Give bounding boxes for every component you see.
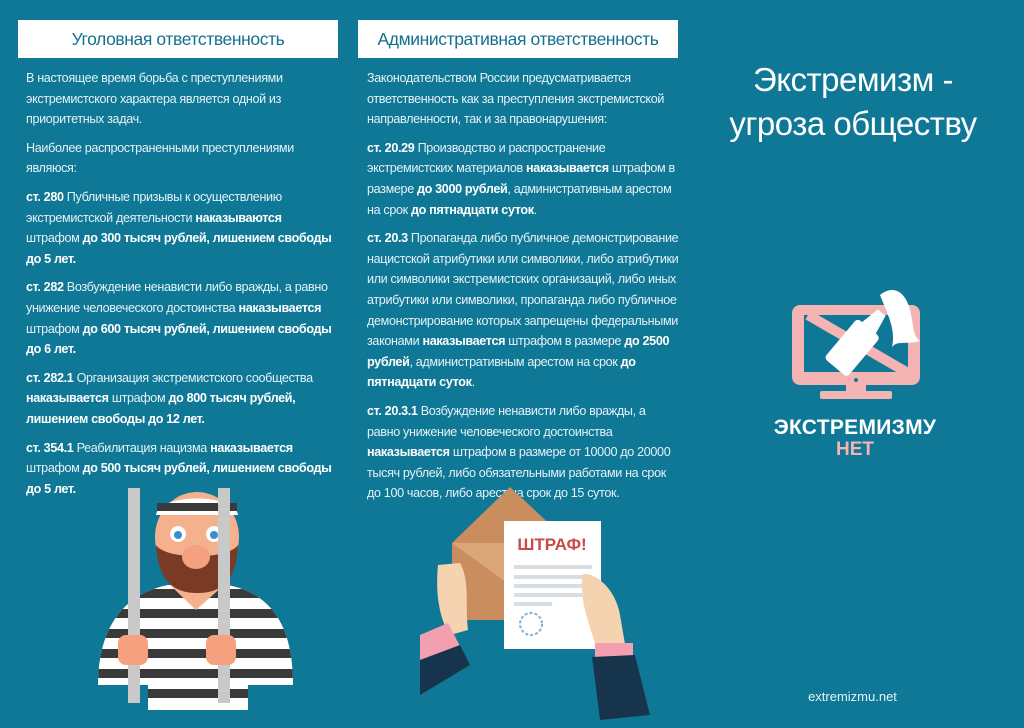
text: штрафом: [26, 321, 83, 336]
bold-text: до 300 тысяч рублей, лишением свободы до…: [26, 231, 332, 266]
paragraph: В настоящее время борьба с преступлениям…: [26, 68, 338, 130]
prisoner-illustration: [98, 488, 293, 710]
text: штрафом: [26, 461, 83, 476]
bold-text: ст. 20.3: [367, 231, 408, 246]
cover-title-line2: угроза обществу: [729, 105, 977, 142]
website-link[interactable]: extremizmu.net: [808, 689, 897, 704]
bold-text: ст. 20.3.1: [367, 403, 418, 418]
text: Законодательством России предусматривает…: [367, 71, 665, 127]
criminal-liability-header: Уголовная ответственность: [18, 20, 338, 58]
bold-text: до пятнадцати суток: [367, 354, 636, 390]
text: Пропаганда либо публичное демонстрирован…: [367, 231, 679, 349]
text: , административным арестом на срок: [367, 181, 672, 217]
bold-text: до 600 тысяч рублей, лишением свободы до…: [26, 321, 332, 357]
criminal-liability-text: В настоящее время борьба с преступлениям…: [26, 68, 338, 507]
administrative-liability-title: Административная ответственность: [377, 28, 659, 49]
text: Возбуждение ненависти либо вражды, а рав…: [367, 403, 646, 439]
cover-title: Экстремизм - угроза обществу: [700, 58, 1006, 146]
paragraph: ст. 20.3.1 Возбуждение ненависти либо вр…: [367, 401, 679, 504]
text: Публичные призывы к осуществлению экстре…: [26, 189, 282, 225]
paragraph: ст. 354.1 Реабилитация нацизма наказывае…: [26, 438, 338, 500]
logo-text-line1: ЭКСТРЕМИЗМУ: [773, 416, 937, 439]
bold-text: до пятнадцати суток: [410, 202, 534, 217]
text: .: [533, 202, 538, 217]
cover-title-line1: Экстремизм -: [753, 61, 953, 98]
text: .: [471, 375, 476, 390]
text: штрафом: [108, 391, 169, 406]
bold-text: до 800 тысяч рублей, лишением свободы до…: [26, 391, 296, 426]
bold-text: ст. 280: [26, 189, 64, 204]
text: штрафом: [26, 231, 83, 246]
text: Реабилитация нацизма: [73, 440, 211, 455]
bold-text: наказывается: [367, 445, 450, 460]
bold-text: наказывается: [210, 440, 293, 455]
bold-text: до 2500 рублей: [367, 334, 670, 369]
administrative-liability-header: Административная ответственность: [358, 20, 678, 58]
paragraph: ст. 20.29 Производство и распространение…: [367, 138, 679, 220]
criminal-liability-title: Уголовная ответственность: [71, 28, 285, 49]
text: В настоящее время борьба с преступлениям…: [26, 71, 283, 127]
text: штрафом в размере: [367, 161, 675, 196]
paragraph: ст. 282 Возбуждение ненависти либо вражд…: [26, 277, 338, 359]
bold-text: наказывается: [526, 161, 609, 176]
bold-text: наказывается: [238, 300, 322, 315]
text: , административным арестом на срок: [409, 354, 621, 369]
fine-paper-label: ШТРАФ!: [517, 535, 586, 554]
text: штрафом в размере: [505, 334, 625, 349]
tv-bottle-logo-icon: [792, 290, 920, 399]
administrative-liability-text: Законодательством России предусматривает…: [367, 68, 679, 512]
bold-text: наказывается: [26, 391, 109, 406]
bold-text: ст. 354.1: [26, 440, 74, 455]
paragraph: Наиболее распространенными преступлениям…: [26, 138, 338, 179]
text: штрафом в размере от 10000 до 20000 тыся…: [367, 445, 671, 501]
bold-text: наказываются: [195, 210, 282, 225]
paragraph: Законодательством России предусматривает…: [367, 68, 679, 130]
bold-text: наказывается: [422, 334, 506, 349]
bold-text: ст. 20.29: [367, 140, 415, 155]
text: Производство и распространение экстремис…: [367, 140, 606, 176]
text: Наиболее распространенными преступлениям…: [26, 140, 294, 176]
bold-text: до 3000 рублей: [417, 181, 508, 196]
text: Возбуждение ненависти либо вражды, а рав…: [26, 280, 328, 315]
bold-text: ст. 282: [26, 280, 64, 295]
fine-letter-illustration: ШТРАФ!: [420, 487, 650, 720]
bold-text: ст. 282.1: [26, 370, 74, 385]
logo-text-line2: НЕТ: [836, 439, 874, 460]
paragraph: ст. 20.3 Пропаганда либо публичное демон…: [367, 228, 679, 393]
text: Организация экстремистского сообщества: [73, 370, 314, 385]
paragraph: ст. 280 Публичные призывы к осуществлени…: [26, 187, 338, 269]
paragraph: ст. 282.1 Организация экстремистского со…: [26, 368, 338, 430]
bold-text: до 500 тысяч рублей, лишением свободы до…: [26, 461, 332, 496]
